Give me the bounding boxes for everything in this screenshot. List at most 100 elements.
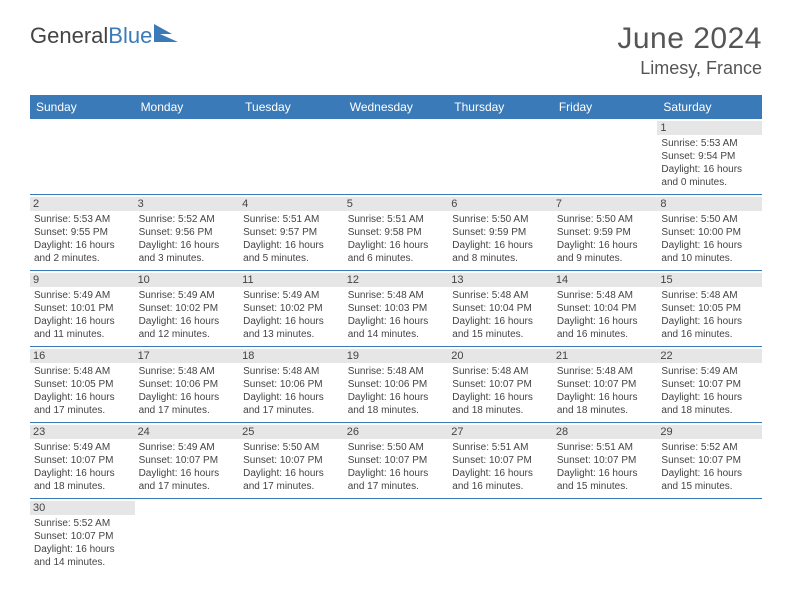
- day-cell: 22Sunrise: 5:49 AMSunset: 10:07 PMDaylig…: [657, 347, 762, 422]
- day-number: 16: [30, 349, 135, 363]
- day-cell: [135, 119, 240, 194]
- day-cell: [448, 499, 553, 574]
- day-cell: 15Sunrise: 5:48 AMSunset: 10:05 PMDaylig…: [657, 271, 762, 346]
- day-detail: Sunset: 10:02 PM: [243, 302, 340, 315]
- header: GeneralBlue June 2024 Limesy, France: [0, 0, 792, 87]
- month-title: June 2024: [617, 22, 762, 56]
- day-detail: Daylight: 16 hours: [661, 467, 758, 480]
- day-header: Thursday: [448, 95, 553, 119]
- day-detail: Daylight: 16 hours: [34, 467, 131, 480]
- day-detail: Sunset: 10:07 PM: [557, 378, 654, 391]
- day-detail: Daylight: 16 hours: [661, 391, 758, 404]
- day-detail: Sunrise: 5:53 AM: [661, 137, 758, 150]
- logo-general: General: [30, 23, 108, 48]
- day-detail: Daylight: 16 hours: [348, 467, 445, 480]
- day-detail: Daylight: 16 hours: [348, 391, 445, 404]
- day-detail: Sunrise: 5:51 AM: [348, 213, 445, 226]
- day-detail: and 18 minutes.: [661, 404, 758, 417]
- day-detail: and 8 minutes.: [452, 252, 549, 265]
- day-detail: Daylight: 16 hours: [348, 315, 445, 328]
- day-detail: and 17 minutes.: [243, 480, 340, 493]
- week-row: 23Sunrise: 5:49 AMSunset: 10:07 PMDaylig…: [30, 423, 762, 499]
- title-block: June 2024 Limesy, France: [617, 22, 762, 79]
- day-number: 21: [553, 349, 658, 363]
- day-detail: Daylight: 16 hours: [139, 239, 236, 252]
- day-detail: Daylight: 16 hours: [34, 543, 131, 556]
- day-detail: and 15 minutes.: [452, 328, 549, 341]
- day-number: 19: [344, 349, 449, 363]
- day-detail: and 17 minutes.: [139, 480, 236, 493]
- day-number: 8: [657, 197, 762, 211]
- logo: GeneralBlue: [30, 22, 180, 49]
- day-detail: Sunrise: 5:49 AM: [34, 441, 131, 454]
- day-cell: [239, 119, 344, 194]
- day-detail: Sunrise: 5:51 AM: [557, 441, 654, 454]
- day-detail: and 17 minutes.: [243, 404, 340, 417]
- day-number: 6: [448, 197, 553, 211]
- day-detail: Sunrise: 5:48 AM: [348, 289, 445, 302]
- day-detail: Daylight: 16 hours: [557, 467, 654, 480]
- day-detail: and 0 minutes.: [661, 176, 758, 189]
- day-detail: Sunrise: 5:49 AM: [243, 289, 340, 302]
- day-header: Monday: [135, 95, 240, 119]
- day-detail: Sunset: 10:07 PM: [661, 454, 758, 467]
- day-detail: Sunset: 9:57 PM: [243, 226, 340, 239]
- day-detail: Daylight: 16 hours: [243, 391, 340, 404]
- day-detail: Sunrise: 5:49 AM: [661, 365, 758, 378]
- day-detail: Sunrise: 5:48 AM: [452, 289, 549, 302]
- day-detail: Sunrise: 5:50 AM: [452, 213, 549, 226]
- day-cell: 17Sunrise: 5:48 AMSunset: 10:06 PMDaylig…: [135, 347, 240, 422]
- day-detail: Sunset: 9:59 PM: [557, 226, 654, 239]
- day-detail: Sunrise: 5:49 AM: [139, 441, 236, 454]
- day-detail: Daylight: 16 hours: [452, 239, 549, 252]
- day-cell: [657, 499, 762, 574]
- day-header: Wednesday: [344, 95, 449, 119]
- day-detail: Sunset: 10:04 PM: [452, 302, 549, 315]
- day-cell: 12Sunrise: 5:48 AMSunset: 10:03 PMDaylig…: [344, 271, 449, 346]
- day-number: 7: [553, 197, 658, 211]
- day-number: 1: [657, 121, 762, 135]
- day-detail: Sunset: 10:05 PM: [661, 302, 758, 315]
- day-detail: Sunrise: 5:49 AM: [139, 289, 236, 302]
- day-cell: 30Sunrise: 5:52 AMSunset: 10:07 PMDaylig…: [30, 499, 135, 574]
- day-detail: Daylight: 16 hours: [243, 315, 340, 328]
- day-cell: 19Sunrise: 5:48 AMSunset: 10:06 PMDaylig…: [344, 347, 449, 422]
- day-detail: and 18 minutes.: [557, 404, 654, 417]
- day-number: 11: [239, 273, 344, 287]
- day-detail: Daylight: 16 hours: [348, 239, 445, 252]
- day-cell: [448, 119, 553, 194]
- day-detail: Sunrise: 5:52 AM: [139, 213, 236, 226]
- day-detail: Daylight: 16 hours: [452, 315, 549, 328]
- week-row: 2Sunrise: 5:53 AMSunset: 9:55 PMDaylight…: [30, 195, 762, 271]
- day-detail: Sunset: 10:06 PM: [243, 378, 340, 391]
- day-detail: Sunset: 10:07 PM: [452, 454, 549, 467]
- day-header: Tuesday: [239, 95, 344, 119]
- day-number: 15: [657, 273, 762, 287]
- day-cell: 1Sunrise: 5:53 AMSunset: 9:54 PMDaylight…: [657, 119, 762, 194]
- day-number: 24: [135, 425, 240, 439]
- day-cell: 14Sunrise: 5:48 AMSunset: 10:04 PMDaylig…: [553, 271, 658, 346]
- day-number: 4: [239, 197, 344, 211]
- day-detail: Daylight: 16 hours: [557, 239, 654, 252]
- week-row: 1Sunrise: 5:53 AMSunset: 9:54 PMDaylight…: [30, 119, 762, 195]
- day-number: 20: [448, 349, 553, 363]
- day-detail: and 16 minutes.: [661, 328, 758, 341]
- flag-icon: [152, 22, 180, 49]
- day-detail: Sunrise: 5:48 AM: [557, 289, 654, 302]
- day-cell: 9Sunrise: 5:49 AMSunset: 10:01 PMDayligh…: [30, 271, 135, 346]
- week-row: 30Sunrise: 5:52 AMSunset: 10:07 PMDaylig…: [30, 499, 762, 574]
- day-detail: Sunrise: 5:50 AM: [243, 441, 340, 454]
- day-cell: [344, 119, 449, 194]
- day-detail: and 16 minutes.: [452, 480, 549, 493]
- day-detail: Sunset: 10:05 PM: [34, 378, 131, 391]
- day-cell: [553, 499, 658, 574]
- day-detail: Daylight: 16 hours: [139, 467, 236, 480]
- day-detail: Sunrise: 5:49 AM: [34, 289, 131, 302]
- day-detail: Daylight: 16 hours: [243, 467, 340, 480]
- day-detail: Sunset: 10:06 PM: [348, 378, 445, 391]
- day-cell: 6Sunrise: 5:50 AMSunset: 9:59 PMDaylight…: [448, 195, 553, 270]
- day-detail: and 12 minutes.: [139, 328, 236, 341]
- day-detail: Sunset: 10:07 PM: [34, 454, 131, 467]
- day-cell: [553, 119, 658, 194]
- day-detail: Sunset: 10:03 PM: [348, 302, 445, 315]
